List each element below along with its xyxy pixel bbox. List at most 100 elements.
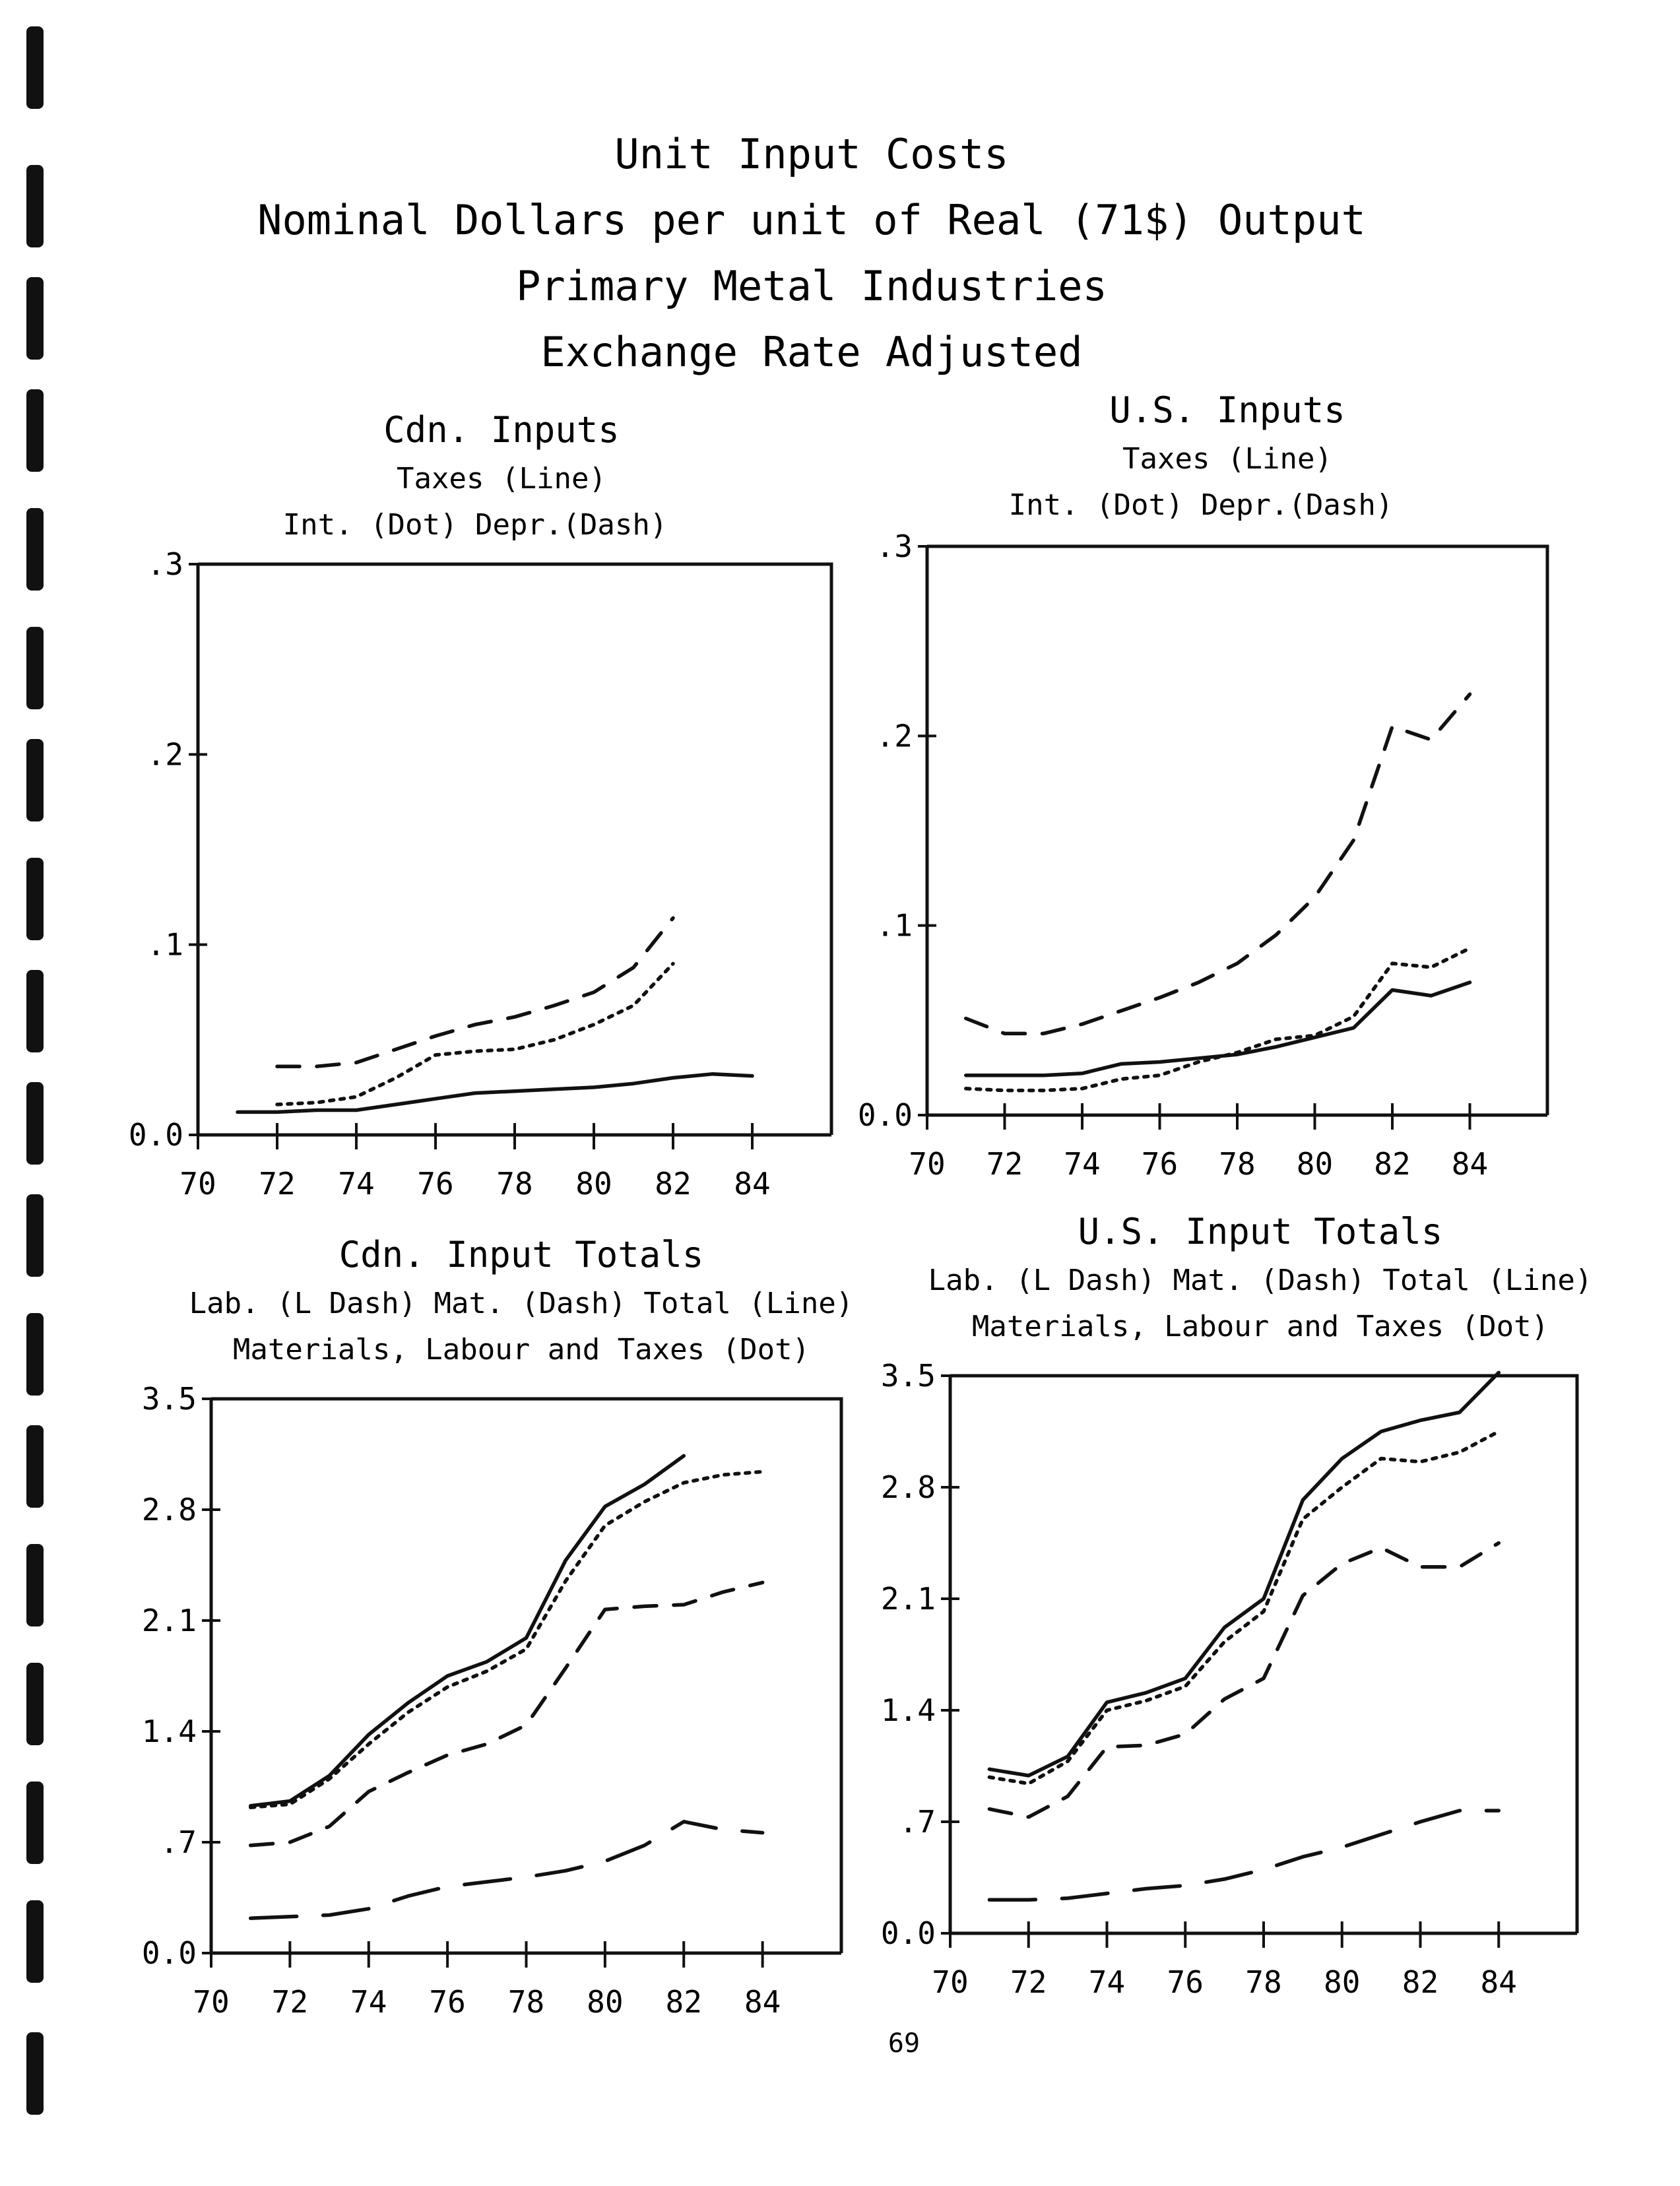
- binding-mark: [26, 1425, 44, 1508]
- page-number: 69: [888, 2028, 920, 2059]
- series-line-solid: [236, 1072, 754, 1114]
- series-line-dash: [275, 916, 675, 1068]
- series-line-dash: [964, 692, 1472, 1036]
- chart-subtitle: Taxes (Line): [397, 462, 606, 496]
- y-tick-label: .1: [147, 927, 183, 963]
- y-tick-label: .2: [876, 718, 913, 754]
- binding-mark: [26, 970, 44, 1052]
- x-tick-label: 80: [575, 1166, 612, 1202]
- x-tick-label: 74: [1089, 1964, 1125, 2000]
- series-line-dot: [987, 1429, 1501, 1785]
- chart-us-inputs: U.S. Inputs Taxes (Line) Int. (Dot) Depr.(…: [858, 389, 1549, 1182]
- y-tick-label: 1.4: [881, 1692, 936, 1728]
- x-tick-label: 84: [1481, 1964, 1517, 2000]
- y-tick-label: .7: [899, 1804, 936, 1840]
- binding-mark: [26, 508, 44, 591]
- x-tick-label: 80: [1297, 1146, 1333, 1182]
- x-tick-label: 72: [259, 1166, 295, 1202]
- series-line-dot: [275, 961, 675, 1107]
- binding-strip: [26, 26, 44, 2115]
- page-title: Unit Input Costs Nominal Dollars per uni…: [257, 130, 1366, 376]
- binding-mark: [26, 1782, 44, 1864]
- chart-title: Cdn. Inputs: [383, 409, 620, 451]
- y-tick-label: 0.0: [142, 1935, 197, 1971]
- x-tick-label: 78: [1245, 1964, 1281, 2000]
- title-line-2: Nominal Dollars per unit of Real (71$) O…: [257, 196, 1366, 244]
- legend-entries: Int. (Dot) Depr.(Dash): [283, 508, 668, 542]
- series-line-dash: [248, 1580, 765, 1848]
- series-line-dash: [987, 1541, 1501, 1819]
- x-tick-label: 70: [909, 1146, 945, 1182]
- x-tick-label: 76: [429, 1984, 465, 2020]
- chart-title: U.S. Inputs: [1109, 389, 1345, 431]
- chart-cdn-input-totals: Cdn. Input Totals Lab. (L Dash) Mat. (Das…: [142, 1234, 853, 2020]
- binding-mark: [26, 165, 44, 247]
- chart-title: U.S. Input Totals: [1078, 1211, 1443, 1252]
- binding-mark: [26, 1663, 44, 1745]
- chart-subtitle: Materials, Labour and Taxes (Dot): [972, 1310, 1549, 1343]
- y-tick-label: 2.1: [881, 1581, 936, 1617]
- x-tick-label: 82: [655, 1166, 691, 1202]
- x-tick-label: 84: [734, 1166, 770, 1202]
- binding-mark: [26, 1900, 44, 1983]
- y-tick-label: 0.0: [881, 1915, 936, 1951]
- plot-frame: [927, 544, 1549, 1115]
- y-tick-label: 2.8: [881, 1469, 936, 1505]
- x-tick-label: 80: [1324, 1964, 1360, 2000]
- y-tick-label: 2.8: [142, 1492, 197, 1527]
- title-line-4: Exchange Rate Adjusted: [540, 328, 1082, 376]
- y-tick-label: .2: [147, 736, 183, 772]
- legend-entries: Lab. (L Dash) Mat. (Dash) Total (Line): [189, 1287, 854, 1320]
- y-tick-label: .1: [876, 908, 913, 944]
- series-line-dot: [964, 946, 1472, 1093]
- binding-mark: [26, 389, 44, 472]
- series-line-longdash: [248, 1820, 765, 1920]
- series-line-dot: [248, 1469, 765, 1809]
- x-tick-label: 72: [986, 1146, 1023, 1182]
- x-tick-label: 82: [1402, 1964, 1438, 2000]
- chart-cdn-inputs: Cdn. Inputs Taxes (Line) Int. (Dot) Depr.(…: [129, 409, 833, 1202]
- y-tick-label: 1.4: [142, 1714, 197, 1749]
- title-line-1: Unit Input Costs: [614, 130, 1008, 178]
- chart-us-input-totals: U.S. Input Totals Lab. (L Dash) Mat. (Das…: [881, 1211, 1592, 2000]
- x-tick-label: 84: [744, 1984, 781, 2020]
- x-tick-label: 84: [1452, 1146, 1488, 1182]
- y-tick-label: 3.5: [881, 1358, 936, 1394]
- series-line-longdash: [987, 1809, 1501, 1902]
- plot-frame: [950, 1374, 1579, 1933]
- binding-mark: [26, 627, 44, 709]
- chart-title: Cdn. Input Totals: [339, 1234, 704, 1275]
- x-tick-label: 70: [179, 1166, 216, 1202]
- x-tick-label: 70: [193, 1984, 229, 2020]
- x-tick-label: 74: [338, 1166, 374, 1202]
- x-tick-label: 78: [508, 1984, 544, 2020]
- binding-mark: [26, 739, 44, 821]
- x-tick-label: 76: [1167, 1964, 1204, 2000]
- x-tick-label: 76: [1142, 1146, 1178, 1182]
- x-tick-label: 70: [932, 1964, 968, 2000]
- series-line-solid: [964, 980, 1472, 1077]
- x-tick-label: 80: [587, 1984, 623, 2020]
- y-tick-label: 0.0: [129, 1117, 183, 1153]
- x-tick-label: 76: [417, 1166, 453, 1202]
- chart-subtitle: Taxes (Line): [1122, 442, 1332, 476]
- binding-mark: [26, 26, 44, 109]
- binding-mark: [26, 2032, 44, 2115]
- series-line-solid: [248, 1454, 686, 1808]
- y-tick-label: 3.5: [142, 1381, 197, 1417]
- legend-entries: Int. (Dot) Depr.(Dash): [1009, 488, 1394, 522]
- binding-mark: [26, 1194, 44, 1277]
- y-tick-label: 0.0: [858, 1097, 913, 1133]
- binding-mark: [26, 1313, 44, 1396]
- y-tick-label: 2.1: [142, 1603, 197, 1638]
- x-tick-label: 82: [666, 1984, 702, 2020]
- plot-frame: [211, 1397, 843, 1953]
- binding-mark: [26, 1544, 44, 1626]
- x-tick-label: 74: [1064, 1146, 1100, 1182]
- y-tick-label: .7: [160, 1824, 197, 1860]
- legend-entries: Lab. (L Dash) Mat. (Dash) Total (Line): [928, 1264, 1593, 1297]
- y-tick-label: .3: [876, 529, 913, 564]
- x-tick-label: 72: [272, 1984, 308, 2020]
- binding-mark: [26, 277, 44, 360]
